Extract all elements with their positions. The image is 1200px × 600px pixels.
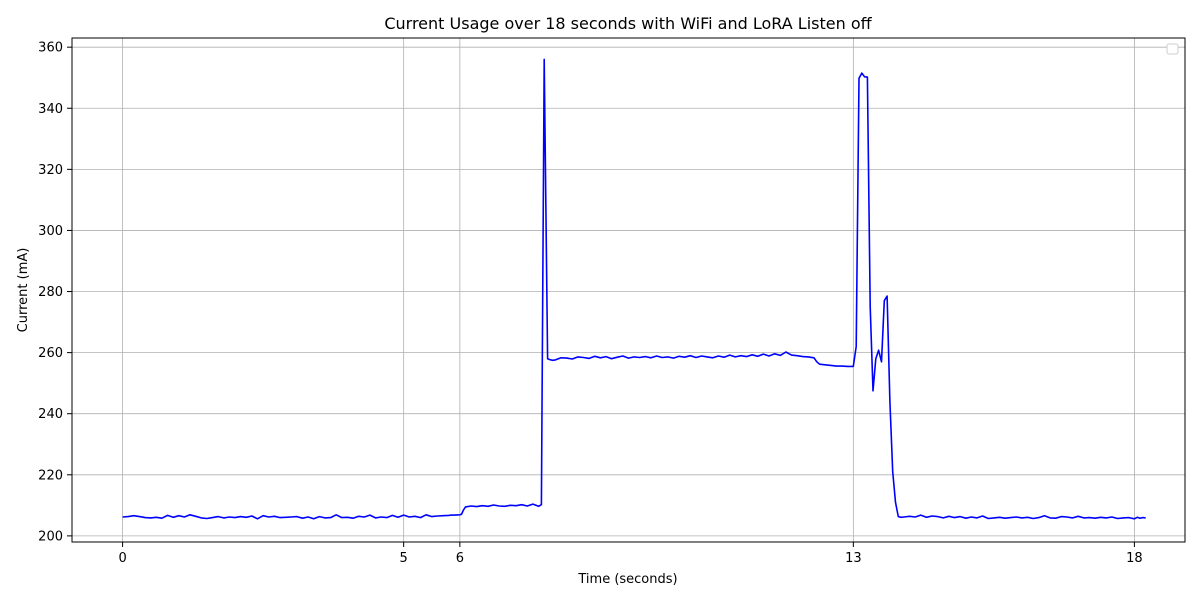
y-tick-label: 220 (38, 468, 63, 483)
y-axis-ticks: 200 220 240 260 280 300 320 340 360 (38, 41, 72, 544)
y-axis-label: Current (mA) (16, 248, 31, 333)
y-tick-label: 320 (38, 163, 63, 178)
y-tick-label: 280 (38, 285, 63, 300)
x-axis-label: Time (seconds) (577, 572, 677, 587)
y-tick-label: 240 (38, 407, 63, 422)
y-tick-label: 300 (38, 224, 63, 239)
x-tick-label: 6 (456, 551, 464, 566)
x-axis-ticks: 0 5 6 13 18 (118, 542, 1143, 566)
x-tick-label: 13 (845, 551, 862, 566)
y-tick-label: 340 (38, 102, 63, 117)
legend-box (1166, 43, 1179, 55)
y-tick-label: 260 (38, 346, 63, 361)
series-line (122, 58, 1146, 520)
grid-lines (72, 38, 1185, 542)
y-tick-label: 360 (38, 41, 63, 56)
y-tick-label: 200 (38, 529, 63, 544)
x-tick-label: 5 (400, 551, 408, 566)
x-tick-label: 0 (118, 551, 126, 566)
chart-title: Current Usage over 18 seconds with WiFi … (384, 14, 872, 33)
x-tick-label: 18 (1126, 551, 1143, 566)
axes-frame (71, 37, 1186, 543)
